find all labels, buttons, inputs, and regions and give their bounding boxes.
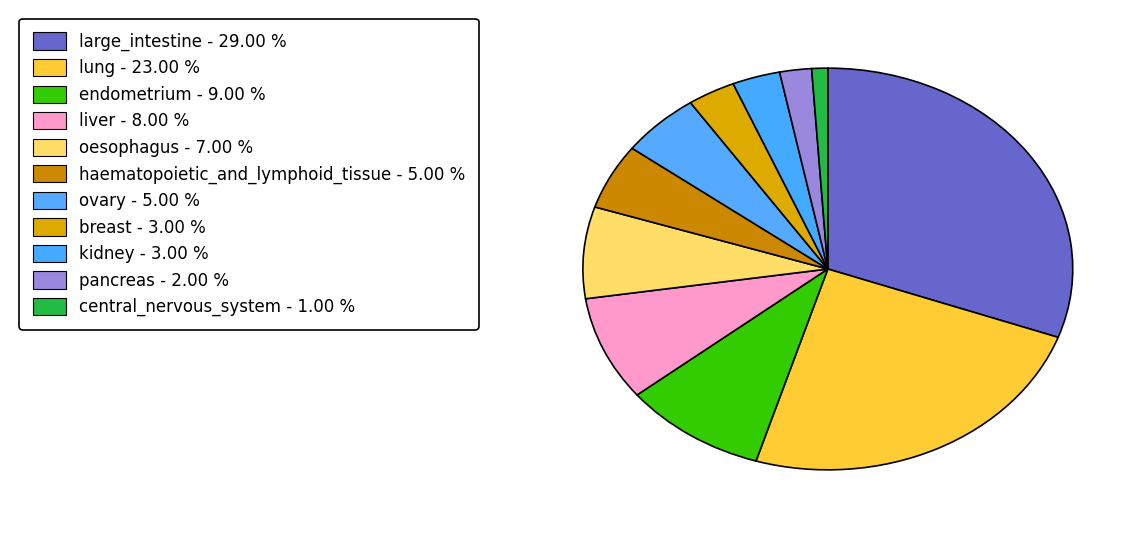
Wedge shape [583, 207, 828, 299]
Wedge shape [691, 84, 828, 269]
Wedge shape [585, 269, 828, 395]
Legend: large_intestine - 29.00 %, lung - 23.00 %, endometrium - 9.00 %, liver - 8.00 %,: large_intestine - 29.00 %, lung - 23.00 … [19, 19, 479, 330]
Wedge shape [637, 269, 828, 461]
Wedge shape [734, 72, 828, 269]
Wedge shape [779, 68, 828, 269]
Wedge shape [756, 269, 1058, 470]
Wedge shape [828, 68, 1073, 337]
Wedge shape [812, 68, 828, 269]
Wedge shape [595, 148, 828, 269]
Wedge shape [632, 103, 828, 269]
